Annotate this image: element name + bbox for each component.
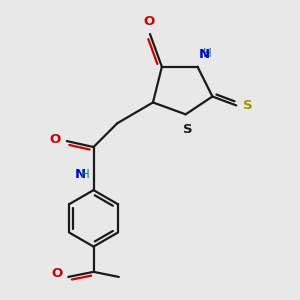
Text: H: H	[203, 47, 212, 60]
Text: O: O	[50, 133, 61, 146]
Text: N: N	[199, 48, 210, 61]
Text: S: S	[183, 123, 192, 136]
Text: O: O	[52, 267, 63, 280]
Text: S: S	[243, 99, 252, 112]
Text: O: O	[143, 14, 154, 28]
Text: N: N	[75, 168, 86, 181]
Text: H: H	[81, 168, 90, 181]
